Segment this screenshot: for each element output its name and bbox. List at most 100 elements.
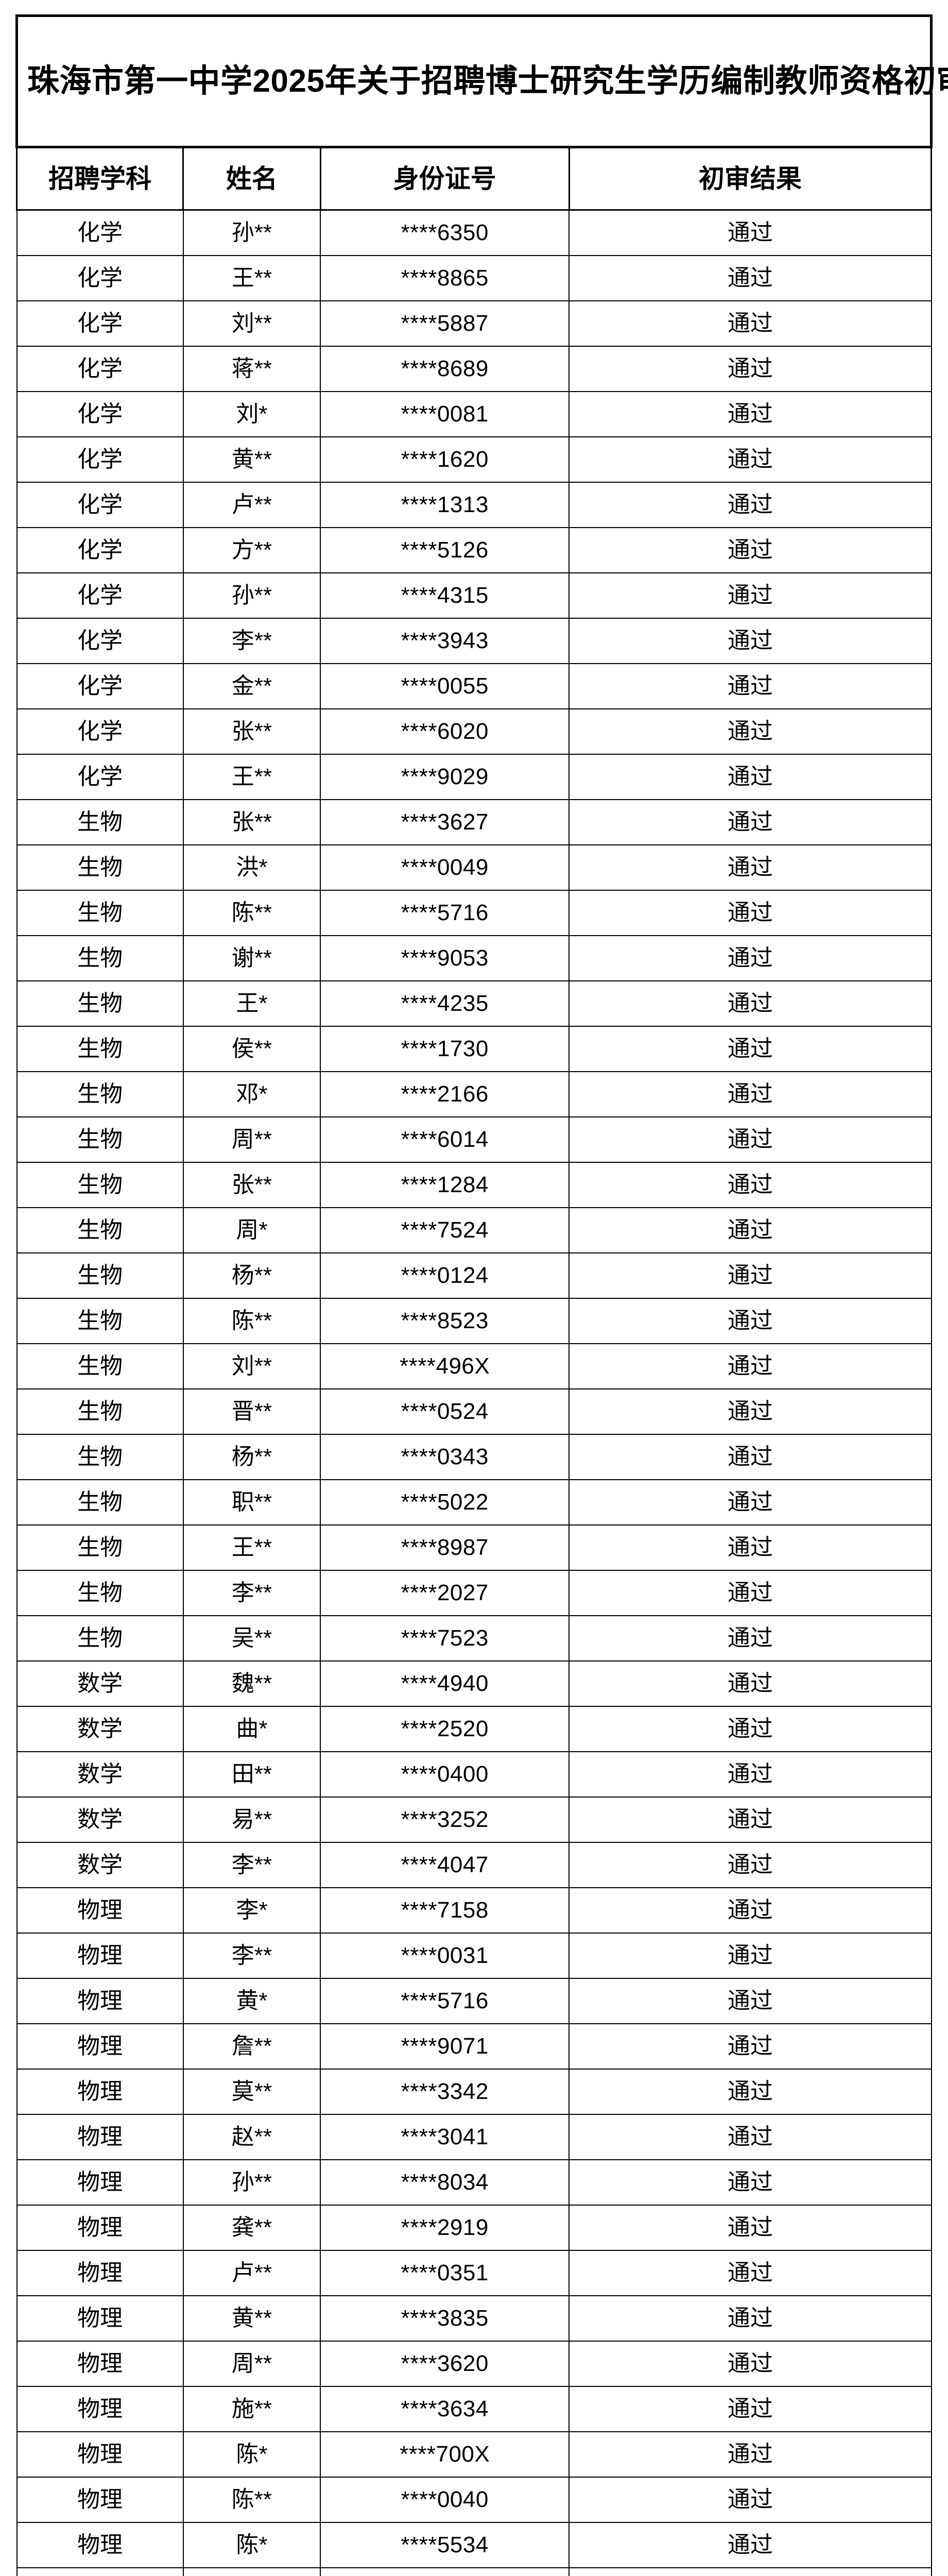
cell-name: 黄*: [182, 1978, 321, 2024]
cell-result-text: 通过: [727, 809, 773, 835]
cell-name: 吴**: [182, 1615, 321, 1662]
cell-id_number-text: ****2919: [401, 2214, 489, 2240]
cell-subject: 物理: [16, 2477, 184, 2523]
cell-id_number-text: ****2520: [401, 1716, 489, 1741]
table-row: 数学 易** ****3252 通过: [16, 1797, 932, 1843]
cell-result-text: 通过: [727, 265, 773, 291]
cell-id_number-text: ****2166: [401, 1081, 489, 1107]
cell-name: 易**: [182, 1797, 321, 1843]
cell-result-text: 通过: [727, 2169, 773, 2195]
cell-name-text: 孙**: [231, 219, 272, 245]
cell-result-text: 通过: [727, 1988, 773, 2013]
cell-name-text: 龚**: [231, 2214, 272, 2240]
cell-result-text: 通过: [727, 537, 773, 563]
cell-name-text: 黄**: [231, 446, 272, 472]
cell-id_number: ****8865: [320, 255, 570, 301]
cell-id_number-text: ****8523: [401, 1308, 489, 1333]
cell-name: 詹**: [182, 2023, 321, 2070]
cell-id_number-text: ****3627: [401, 809, 489, 835]
cell-subject-text: 生物: [77, 809, 123, 835]
cell-subject-text: 数学: [77, 1852, 123, 1877]
cell-id_number: ****7158: [320, 1887, 570, 1934]
cell-subject-text: 生物: [77, 1398, 123, 1424]
cell-subject-text: 生物: [77, 1625, 123, 1651]
table-row: 物理 赵** ****3041 通过: [16, 2114, 932, 2160]
cell-id_number-text: ****700X: [400, 2441, 490, 2467]
cell-id_number: ****5534: [320, 2522, 570, 2568]
cell-subject: 生物: [16, 799, 184, 845]
cell-subject-text: 化学: [77, 310, 123, 336]
cell-name-text: 刘**: [231, 1353, 272, 1379]
cell-name-text: 卢**: [231, 492, 272, 517]
cell-name-text: 赵**: [231, 2124, 272, 2149]
cell-name-text: 周**: [231, 1126, 272, 1152]
cell-subject-text: 化学: [77, 582, 123, 608]
cell-id_number: ****2027: [320, 1570, 570, 1616]
cell-id_number-text: ****1730: [401, 1036, 489, 1061]
table-row: 物理 李** ****0031 通过: [16, 1933, 932, 1979]
cell-name: 王**: [182, 255, 321, 301]
cell-id_number: ****1730: [320, 1026, 570, 1072]
column-header-result: 初审结果: [568, 146, 933, 211]
cell-id_number: ****496X: [320, 1343, 570, 1389]
table-row: 生物 陈** ****5716 通过: [16, 890, 932, 936]
cell-id_number-text: ****0040: [401, 2486, 489, 2512]
cell-name: 李*: [182, 1887, 321, 1934]
cell-name-text: 侯**: [231, 1036, 272, 1061]
cell-name-text: 田**: [231, 1761, 272, 1787]
cell-result: 通过: [568, 2522, 932, 2568]
table-row: 物理 李* ****7158 通过: [16, 1887, 932, 1934]
cell-result-text: 通过: [727, 2260, 773, 2285]
cell-subject: 数学: [16, 1842, 184, 1888]
cell-id_number-text: ****2027: [401, 1580, 489, 1605]
column-header-subject: 招聘学科: [15, 146, 184, 211]
cell-subject: 生物: [16, 1162, 184, 1208]
cell-name: 陈*: [182, 2431, 321, 2478]
table-row: 生物 邓* ****2166 通过: [16, 1071, 932, 1117]
cell-id_number-text: ****0124: [401, 1262, 489, 1288]
cell-subject-text: 生物: [77, 1534, 123, 1560]
table-row: 化学 金** ****0055 通过: [16, 663, 932, 709]
cell-subject-text: 生物: [77, 1126, 123, 1152]
cell-name-text: 王*: [236, 990, 268, 1016]
cell-result: 通过: [568, 1388, 932, 1435]
cell-subject: 化学: [16, 436, 184, 483]
cell-result-text: 通过: [727, 1489, 773, 1515]
table-row: 物理 孙** ****8034 通过: [16, 2159, 932, 2206]
column-header-result-label: 初审结果: [698, 164, 802, 193]
cell-result: 通过: [568, 2295, 932, 2342]
table-row: 生物 谢** ****9053 通过: [16, 935, 932, 981]
cell-result-text: 通过: [727, 219, 773, 245]
cell-id_number: ****3252: [320, 1797, 570, 1843]
cell-result-text: 通过: [727, 1172, 773, 1197]
cell-subject: 物理: [16, 2114, 184, 2160]
cell-result-text: 通过: [727, 446, 773, 472]
cell-id_number-text: ****0400: [401, 1761, 489, 1787]
cell-result-text: 通过: [727, 1262, 773, 1288]
cell-subject: 化学: [16, 663, 184, 709]
column-header-id-number-label: 身份证号: [393, 164, 496, 193]
cell-result-text: 通过: [727, 990, 773, 1016]
cell-subject: 生物: [16, 1026, 184, 1072]
cell-id_number: ****0524: [320, 1388, 570, 1435]
cell-subject: 物理: [16, 2250, 184, 2296]
table-row: 生物 侯** ****1730 通过: [16, 1026, 932, 1072]
cell-subject: 生物: [16, 1524, 184, 1571]
cell-subject: 信息学: [16, 2567, 184, 2576]
cell-result: 通过: [568, 1026, 932, 1072]
cell-name: 陈**: [182, 2567, 321, 2576]
cell-id_number: ****0049: [320, 844, 570, 891]
cell-name: 陈**: [182, 890, 321, 936]
cell-name-text: 施**: [231, 2396, 272, 2421]
cell-subject-text: 物理: [77, 1942, 123, 1968]
cell-subject: 化学: [16, 754, 184, 800]
cell-result: 通过: [568, 436, 932, 483]
cell-id_number: ****3943: [320, 618, 570, 664]
table-row: 生物 陈** ****8523 通过: [16, 1298, 932, 1344]
cell-name: 张**: [182, 799, 321, 845]
cell-id_number-text: ****6020: [401, 718, 489, 744]
cell-subject-text: 生物: [77, 990, 123, 1016]
cell-id_number-text: ****0031: [401, 1942, 489, 1968]
table-row: 生物 职** ****5022 通过: [16, 1479, 932, 1526]
cell-name: 周**: [182, 2341, 321, 2387]
